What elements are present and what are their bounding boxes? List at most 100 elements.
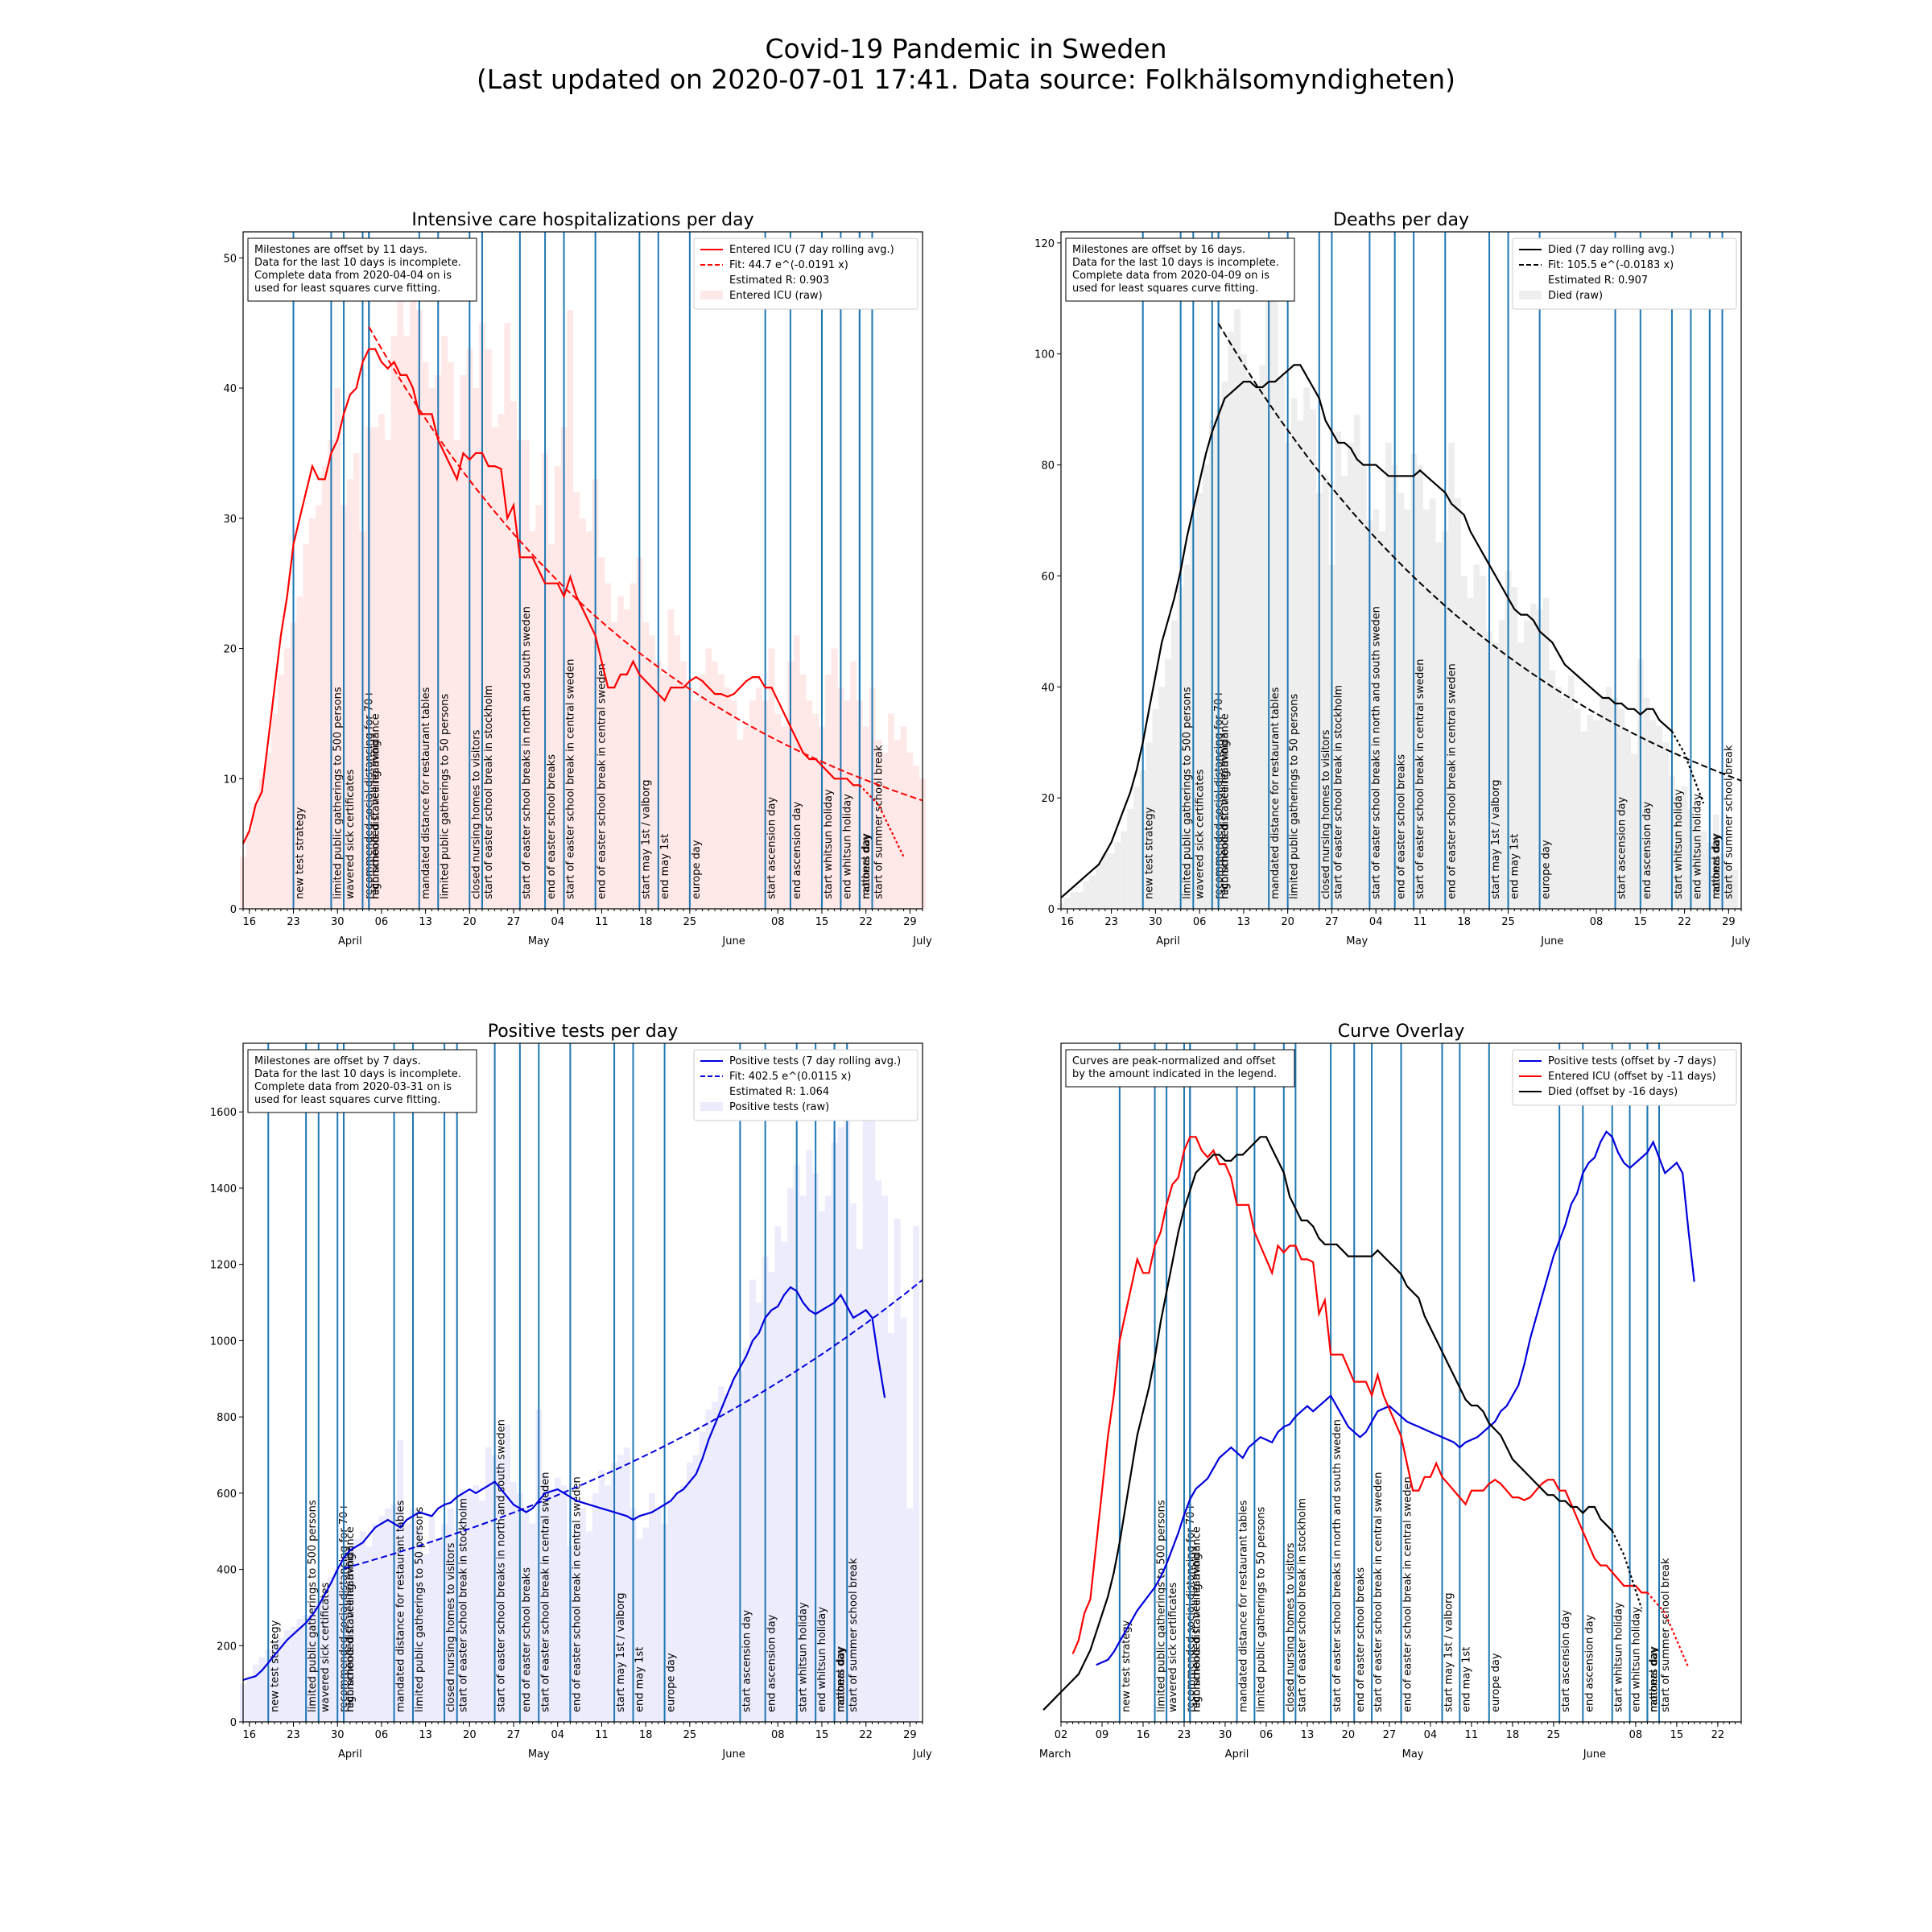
raw-bar [1467, 597, 1474, 909]
raw-bar [1290, 398, 1298, 909]
raw-bar [1341, 476, 1348, 909]
legend-swatch-bar [700, 1102, 723, 1111]
rolling-avg-incomplete [1611, 1530, 1643, 1609]
raw-bar [844, 700, 851, 909]
raw-bar [875, 739, 882, 909]
raw-bar [529, 530, 536, 909]
milestone-label: limited public gatherings to 500 persons [1156, 1500, 1168, 1712]
fit-curve [368, 326, 923, 802]
x-tick-label: 04 [1369, 916, 1383, 928]
raw-bar [441, 336, 448, 909]
y-tick-label: 1200 [210, 1260, 237, 1272]
milestone-label: limited public gatherings to 50 persons [1255, 1506, 1267, 1712]
raw-bar [1649, 720, 1657, 909]
milestone-label: end whitsun holiday [816, 1607, 828, 1712]
rolling-avg-incomplete [859, 784, 905, 857]
raw-bar [252, 804, 259, 909]
y-tick-label: 60 [1041, 571, 1055, 583]
raw-bar [353, 452, 360, 909]
raw-bar [1567, 675, 1575, 909]
rolling-avg-line [1096, 1130, 1695, 1666]
raw-bar [1599, 698, 1606, 909]
raw-bar [1404, 509, 1411, 909]
x-month-label: July [912, 935, 932, 947]
x-tick-label: 20 [1342, 1729, 1356, 1741]
milestone-label: end may 1st [1509, 834, 1521, 899]
raw-bar [605, 1485, 612, 1722]
raw-bar [1347, 442, 1354, 909]
fit-curve [343, 1279, 923, 1570]
x-tick-label: 25 [1547, 1729, 1561, 1741]
milestone-label: start may 1st / valborg [640, 780, 652, 900]
raw-bar [522, 1508, 530, 1722]
raw-bar [1259, 365, 1266, 909]
raw-bar [1101, 853, 1108, 909]
milestone-label: start of summer school break [848, 1558, 860, 1712]
y-tick-label: 20 [1041, 793, 1055, 805]
raw-bar [806, 700, 813, 909]
legend-entry: Positive tests (offset by -7 days) [1548, 1055, 1716, 1067]
raw-bar [913, 766, 920, 909]
x-tick-label: 11 [595, 916, 609, 928]
milestone-label: high schools distance learning [1220, 741, 1232, 899]
x-tick-label: 08 [1629, 1729, 1643, 1741]
raw-bar [680, 1485, 687, 1722]
raw-bar [548, 544, 555, 909]
raw-bar [1674, 798, 1682, 909]
raw-bar [1089, 875, 1096, 909]
y-tick-label: 10 [223, 774, 237, 786]
x-tick-label: 08 [1590, 916, 1604, 928]
raw-bar [705, 648, 712, 909]
rolling-avg-line [242, 1286, 886, 1681]
raw-bar [894, 1218, 901, 1722]
y-tick-label: 1600 [210, 1107, 237, 1119]
raw-bar [1127, 808, 1133, 909]
milestone-label: europe day [1541, 840, 1553, 899]
x-tick-label: 30 [1219, 1729, 1232, 1741]
x-tick-label: 20 [463, 1729, 477, 1741]
x-tick-label: 13 [419, 1729, 432, 1741]
raw-bar [328, 1577, 335, 1722]
x-month-label: April [338, 1748, 362, 1761]
raw-bar [1555, 687, 1563, 909]
raw-bar [504, 323, 511, 909]
milestone-label: recommended social distancing for 70+ [1185, 1503, 1197, 1712]
legend-swatch-bar [700, 291, 723, 299]
milestone-label: end of easter school break in central sw… [571, 1476, 583, 1712]
milestone-label: start of easter school break in stockhol… [1296, 1498, 1308, 1712]
raw-bar [504, 1424, 511, 1722]
milestone-label: start whitsun holiday [798, 1602, 810, 1712]
raw-bar [460, 374, 467, 910]
raw-bar [1278, 376, 1285, 910]
raw-bar [1492, 642, 1499, 909]
raw-bar [1379, 531, 1385, 909]
raw-bar [1246, 376, 1253, 910]
raw-bar [1353, 415, 1360, 909]
info-box-frame [247, 1049, 477, 1113]
raw-bar [888, 1332, 894, 1722]
raw-bar [1618, 708, 1625, 909]
x-tick-label: 08 [771, 1729, 785, 1741]
raw-bar [321, 466, 328, 909]
raw-bar [705, 1409, 712, 1722]
raw-bar [781, 1241, 787, 1722]
info-box-line: Data for the last 10 days is incomplete. [254, 1068, 461, 1080]
legend-frame [693, 237, 919, 310]
x-month-label: May [1346, 935, 1368, 947]
raw-bar [510, 1481, 517, 1722]
raw-bar [768, 648, 775, 909]
raw-bar [1511, 587, 1518, 909]
x-tick-label: 11 [595, 1729, 609, 1741]
raw-bar [422, 361, 429, 909]
x-tick-label: 16 [1137, 1729, 1150, 1741]
raw-bar [334, 388, 341, 910]
milestone-label: start of summer school break [1724, 745, 1736, 899]
info-box-line: Complete data from 2020-04-09 on is [1072, 270, 1269, 282]
raw-bar [894, 739, 901, 909]
raw-bar [1165, 658, 1171, 909]
raw-bar [283, 648, 291, 909]
info-box: Curves are peak-normalized and offsetby … [1065, 1049, 1295, 1088]
milestone-label: limited public gatherings to 500 persons [332, 687, 344, 899]
raw-bar [435, 1538, 442, 1722]
raw-bar [862, 1081, 869, 1722]
